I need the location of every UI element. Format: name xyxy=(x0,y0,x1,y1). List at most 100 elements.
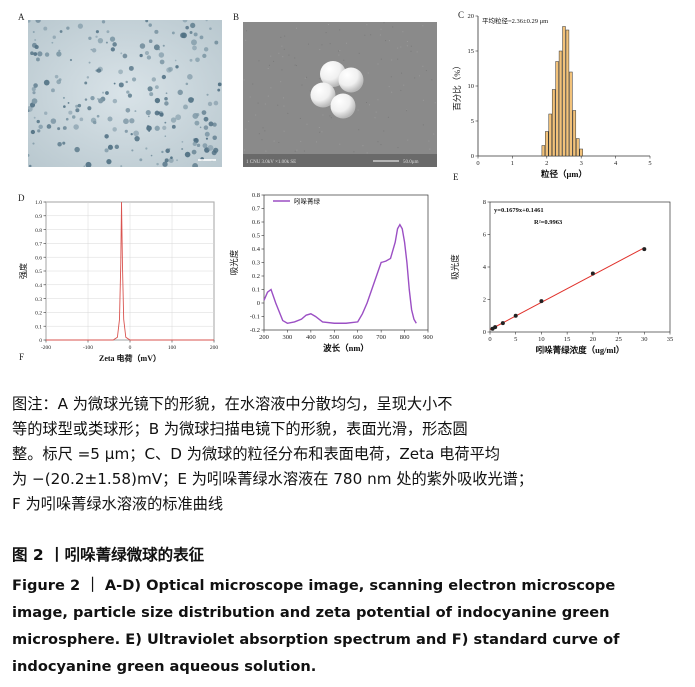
standard-curve-chart: 0 5 10 15 20 25 30 35 0 2 4 6 8 吲哚菁绿浓度（ug/ml） 吸光度 y=0.1… xyxy=(450,199,674,355)
figure-title-line: image, particle size distribution and ze… xyxy=(12,604,610,621)
y-tick-label: 0.9 xyxy=(35,214,42,220)
caption-line: F 为吲哚菁绿水溶液的标准曲线 xyxy=(12,495,224,513)
panel-label-a: A xyxy=(18,12,25,22)
y-tick-label: 0.4 xyxy=(252,246,261,253)
x-tick-label: -200 xyxy=(41,345,51,351)
histogram-bar xyxy=(545,131,549,157)
plot-frame xyxy=(489,201,671,333)
zeta-potential-chart: -200 -100 0 100 200 0 0.1 0.2 0.3 0.4 0.5 0.6 0.7 0.8… xyxy=(18,200,218,363)
data-point xyxy=(590,271,595,276)
y-tick-label: 0.6 xyxy=(35,255,42,261)
histogram-bar xyxy=(579,148,583,157)
x-tick-label: 800 xyxy=(400,334,410,341)
figure-title-line: indocyanine green aqueous solution. xyxy=(12,658,317,675)
data-point xyxy=(513,313,518,318)
y-tick-label: 0.7 xyxy=(35,242,42,248)
x-tick-label: 2 xyxy=(545,160,548,167)
plot-frame xyxy=(263,194,429,331)
y-tick-label: 20 xyxy=(468,13,475,20)
y-tick-label: 1.0 xyxy=(35,200,42,206)
histogram-bar xyxy=(551,89,556,157)
x-tick-label: 15 xyxy=(564,336,571,343)
x-tick-label: 500 xyxy=(329,334,339,341)
regression-equation: y=0.1679x+0.1461 xyxy=(494,207,544,214)
microsphere xyxy=(338,67,364,93)
y-tick-label: 0.3 xyxy=(252,260,260,267)
y-tick-label: 8 xyxy=(483,199,486,206)
y-tick-label: 0.5 xyxy=(35,269,42,275)
data-point xyxy=(493,325,498,330)
y-tick-label: 0.8 xyxy=(35,228,42,234)
legend-label: 吲哚菁绿 xyxy=(294,197,321,206)
y-axis-label: 强度 xyxy=(18,263,28,279)
x-tick-label: 4 xyxy=(614,160,618,167)
x-tick-label: 5 xyxy=(514,336,517,343)
microsphere xyxy=(330,93,356,119)
histogram-bar xyxy=(562,26,566,157)
uv-absorption-spectrum: 200 300 400 500 600 700 800 900 -0.2 -0.1 0 0.1 0.2 0… xyxy=(229,192,433,353)
y-tick-label: 0.1 xyxy=(252,287,260,294)
zeta-curve xyxy=(46,201,214,341)
x-tick-label: 200 xyxy=(259,334,269,341)
x-tick-label: 25 xyxy=(615,336,622,343)
data-point xyxy=(500,321,505,326)
x-tick-label: 900 xyxy=(423,334,433,341)
figure-title-line: microsphere. E) Ultraviolet absorption s… xyxy=(12,631,620,648)
y-tick-label: 0.6 xyxy=(252,219,261,226)
figure-title-english: Figure 2 ｜ A-D) Optical microscope image… xyxy=(12,572,684,680)
y-tick-label: 6 xyxy=(483,232,487,239)
histogram-bar xyxy=(555,61,559,157)
y-axis-label: 吸光度 xyxy=(450,254,460,280)
microsphere xyxy=(310,82,336,108)
histogram-bar xyxy=(569,71,573,157)
figure-title-line: Figure 2 ｜ A-D) Optical microscope image… xyxy=(12,577,616,594)
x-axis-label: 粒径（μm） xyxy=(541,169,587,179)
histogram-bar xyxy=(572,110,577,157)
figure-caption: 图注：A 为微球光镜下的形貌，在水溶液中分散均匀，呈现大小不 等的球型或类球形；… xyxy=(12,392,684,517)
y-tick-label: 0 xyxy=(483,329,486,336)
x-axis-label: 波长（nm） xyxy=(323,343,369,353)
data-point xyxy=(642,247,647,252)
histogram-bar xyxy=(576,138,580,157)
y-tick-label: 0 xyxy=(257,300,260,307)
y-tick-label: 0.5 xyxy=(252,233,260,240)
y-tick-label: 0.2 xyxy=(252,273,260,280)
figure-title-chinese: 图 2 丨吲哚菁绿微球的表征 xyxy=(12,546,205,564)
histogram-bar xyxy=(565,29,570,157)
fit-line xyxy=(489,247,645,331)
caption-line: 为 −(20.2±1.58)mV；E 为吲哚菁绿水溶液在 780 nm 处的紫外… xyxy=(12,470,534,488)
x-tick-label: 100 xyxy=(168,345,177,351)
mean-size-annotation: 平均粒径=2.36±0.29 μm xyxy=(482,16,548,25)
y-tick-label: 2 xyxy=(483,297,486,304)
particle-size-histogram: 0 1 2 3 4 5 0 5 10 15 20 粒径（μm） 百分比（%） 平均粒径=2.36±0.29… xyxy=(452,13,652,179)
y-tick-label: -0.1 xyxy=(250,314,260,321)
y-tick-label: 15 xyxy=(468,48,475,55)
y-tick-label: 0.8 xyxy=(252,192,260,199)
y-tick-label: 0 xyxy=(471,153,474,160)
x-tick-label: 300 xyxy=(283,334,293,341)
y-tick-label: 4 xyxy=(483,264,487,271)
y-tick-label: 5 xyxy=(471,118,474,125)
y-tick-label: 0 xyxy=(39,338,42,344)
x-tick-label: -100 xyxy=(83,345,93,351)
y-axis-label: 百分比（%） xyxy=(452,61,462,111)
x-axis-label: Zeta 电荷（mV） xyxy=(99,353,161,363)
y-tick-label: 10 xyxy=(468,83,475,90)
sem-image: 1 CNU 3.0kV ×1.00k SE 50.0µm xyxy=(243,22,437,167)
histogram-bar xyxy=(548,113,552,157)
panel-label-d: D xyxy=(18,193,25,203)
x-tick-label: 30 xyxy=(641,336,648,343)
panel-label-b: B xyxy=(233,12,240,22)
x-tick-label: 3 xyxy=(580,160,583,167)
x-tick-label: 700 xyxy=(376,334,386,341)
x-tick-label: 35 xyxy=(667,336,674,343)
y-tick-label: 0.4 xyxy=(35,283,42,289)
x-tick-label: 0 xyxy=(476,160,479,167)
y-tick-label: 0.3 xyxy=(35,297,42,303)
sem-info-text: 1 CNU 3.0kV ×1.00k SE xyxy=(246,160,296,165)
x-tick-label: 20 xyxy=(590,336,597,343)
panel-label-c: C xyxy=(458,10,465,20)
absorption-curve xyxy=(263,223,417,324)
x-tick-label: 600 xyxy=(353,334,363,341)
y-tick-label: -0.2 xyxy=(250,327,260,334)
